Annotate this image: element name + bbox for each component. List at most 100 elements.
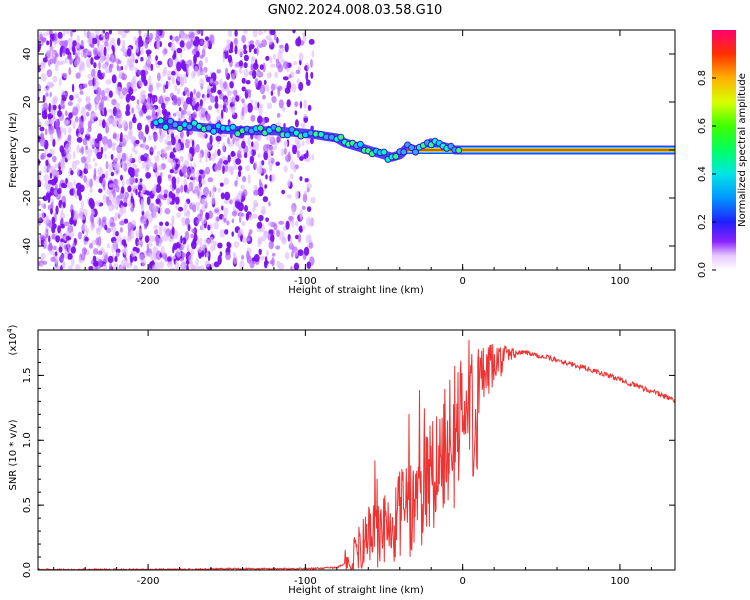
spectrogram-ylabel: Frequency (Hz) [8,112,19,188]
heatmap-cell [98,61,101,70]
heatmap-cell [111,118,116,127]
ridge-point [171,121,179,129]
heatmap-cell [79,211,82,220]
heatmap-cell [84,240,89,245]
heatmap-cell [163,233,169,242]
heatmap-cell [66,54,73,61]
colorbar-label: Normalized spectral amplitude [737,73,748,227]
heatmap-cell [39,33,43,40]
heatmap-cell [127,130,133,140]
heatmap-cell [193,233,198,242]
heatmap-cell [224,164,229,173]
heatmap-cell [49,38,53,48]
heatmap-cell [153,132,159,142]
heatmap-cell [194,103,198,111]
heatmap-cell [268,201,271,207]
heatmap-cell [114,256,118,263]
heatmap-cell [226,220,230,226]
heatmap-cell [68,112,73,119]
heatmap-cell [135,168,140,173]
heatmap-cell [150,63,154,71]
heatmap-cell [150,146,154,153]
heatmap-cell [73,150,76,160]
heatmap-cell [278,220,285,225]
y-tick-label: -40 [22,238,33,254]
heatmap-cell [52,138,56,148]
heatmap-cell [94,30,100,37]
heatmap-cell [195,265,201,270]
heatmap-cell [250,99,254,104]
heatmap-cell [84,248,87,256]
heatmap-cell [73,187,77,198]
heatmap-cell [171,176,177,186]
heatmap-cell [97,46,103,57]
heatmap-cell [59,253,64,263]
heatmap-cell [103,142,108,152]
heatmap-cell [80,224,85,231]
heatmap-cell [224,67,229,78]
heatmap-cell [282,61,289,70]
heatmap-cell [116,117,122,127]
heatmap-cell [167,128,174,135]
heatmap-cell [163,193,168,199]
heatmap-cell [294,101,299,107]
heatmap-cell [294,220,299,227]
heatmap-cell [291,218,295,228]
heatmap-cell [97,166,103,177]
heatmap-cell [229,97,233,103]
heatmap-cell [211,194,216,205]
heatmap-cell [53,114,56,122]
heatmap-cell [148,75,152,85]
heatmap-cell [132,164,138,169]
heatmap-cell [195,258,199,266]
ridge-point [190,119,198,127]
heatmap-cell [142,157,148,162]
y-tick-label: 20 [22,96,33,109]
heatmap-cell [52,51,56,59]
heatmap-cell [38,62,44,68]
heatmap-cell [262,168,267,175]
heatmap-cell [116,64,120,70]
heatmap-cell [279,44,284,49]
snr-frame [37,329,676,571]
heatmap-cell [77,51,81,56]
heatmap-cell [235,158,242,165]
heatmap-cell [243,30,248,35]
heatmap-cell [283,140,289,148]
heatmap-cell [184,78,187,84]
heatmap-cell [243,105,248,114]
heatmap-cell [44,128,48,136]
ridge-point [283,131,291,139]
y-tick-label: 0 [22,147,33,153]
heatmap-cell [164,96,171,102]
heatmap-cell [237,165,243,171]
heatmap-cell [145,172,152,179]
heatmap-cell [134,66,138,73]
heatmap-cell [122,206,127,214]
heatmap-cell [66,152,72,161]
heatmap-cell [152,204,157,214]
heatmap-cell [48,183,52,189]
heatmap-cell [60,265,63,270]
heatmap-cell [270,63,276,68]
heatmap-cell [192,40,197,46]
heatmap-cell [144,235,150,244]
heatmap-cell [54,32,58,42]
heatmap-cell [137,228,143,238]
heatmap-cell [102,263,108,270]
heatmap-cell [204,238,210,245]
heatmap-cell [171,70,176,76]
heatmap-cell [105,188,111,195]
heatmap-cell [241,221,246,227]
heatmap-cell [164,84,169,89]
heatmap-cell [233,241,240,248]
heatmap-cell [201,217,207,225]
heatmap-cell [171,193,176,203]
heatmap-cell [283,147,287,155]
heatmap-cell [301,140,305,147]
heatmap-cell [244,205,248,212]
heatmap-cell [155,81,160,90]
heatmap-cell [190,233,194,239]
heatmap-cell [207,177,214,183]
heatmap-cell [269,56,273,64]
